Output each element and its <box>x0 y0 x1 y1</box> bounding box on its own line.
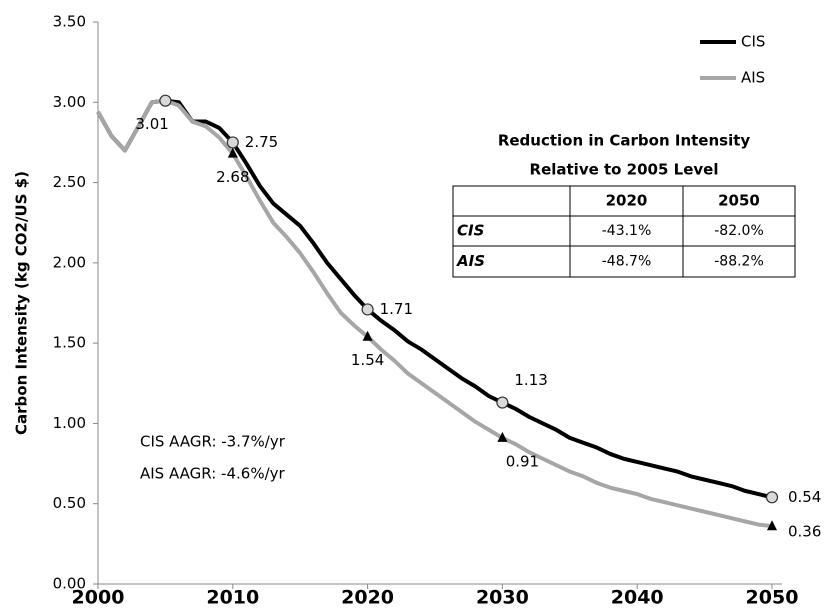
x-tick-label: 2030 <box>476 587 529 608</box>
marker <box>227 147 238 158</box>
table-cell: -82.0% <box>714 223 764 239</box>
data-label: 1.54 <box>351 351 384 369</box>
data-label: 3.01 <box>135 115 168 133</box>
data-label: 0.91 <box>506 452 539 470</box>
marker <box>159 94 172 107</box>
table-border <box>452 185 796 278</box>
marker <box>497 431 508 442</box>
table-cell: -43.1% <box>602 223 652 239</box>
annotation: CIS AAGR: -3.7%/yr <box>140 433 286 451</box>
line-1 <box>96 98 773 529</box>
table-row-label: CIS <box>457 222 484 240</box>
table-cell: -48.7% <box>602 254 652 270</box>
table-header: 2050 <box>718 192 760 210</box>
y-tick-label: 2.50 <box>53 173 86 191</box>
y-tick-label: 3.50 <box>53 13 86 31</box>
data-label: 2.68 <box>216 168 249 186</box>
data-label: 0.36 <box>788 523 821 541</box>
table-row-label: AIS <box>456 252 485 270</box>
marker <box>362 330 373 341</box>
table-title: Relative to 2005 Level <box>530 161 719 179</box>
x-tick-label: 2020 <box>341 587 394 608</box>
x-tick-label: 2050 <box>746 587 799 608</box>
x-tick-label: 2010 <box>206 587 259 608</box>
y-tick-label: 0.00 <box>53 575 86 593</box>
marker <box>767 520 777 531</box>
legend-label: CIS <box>741 33 765 51</box>
marker <box>496 396 509 409</box>
x-tick-label: 2000 <box>72 587 125 608</box>
data-label: 0.54 <box>788 488 821 506</box>
annotation: AIS AAGR: -4.6%/yr <box>140 465 286 483</box>
table-title: Reduction in Carbon Intensity <box>498 132 751 150</box>
data-label: 2.75 <box>245 133 278 151</box>
y-tick-label: 3.00 <box>53 93 86 111</box>
y-tick-label: 1.00 <box>53 414 86 432</box>
legend-label: AIS <box>741 69 765 87</box>
y-axis-label: Carbon Intensity (kg CO2/US $) <box>13 171 31 435</box>
marker <box>226 136 239 149</box>
table-cell: -88.2% <box>714 254 764 270</box>
y-tick-label: 0.50 <box>53 494 86 512</box>
data-label: 1.71 <box>380 300 413 318</box>
y-tick-label: 1.50 <box>53 334 86 352</box>
y-tick-label: 2.00 <box>53 253 86 271</box>
x-tick-label: 2040 <box>611 587 664 608</box>
data-label: 1.13 <box>514 371 547 389</box>
line-0 <box>96 98 773 500</box>
marker <box>765 491 779 504</box>
table-header: 2020 <box>606 192 648 210</box>
marker <box>361 303 374 316</box>
